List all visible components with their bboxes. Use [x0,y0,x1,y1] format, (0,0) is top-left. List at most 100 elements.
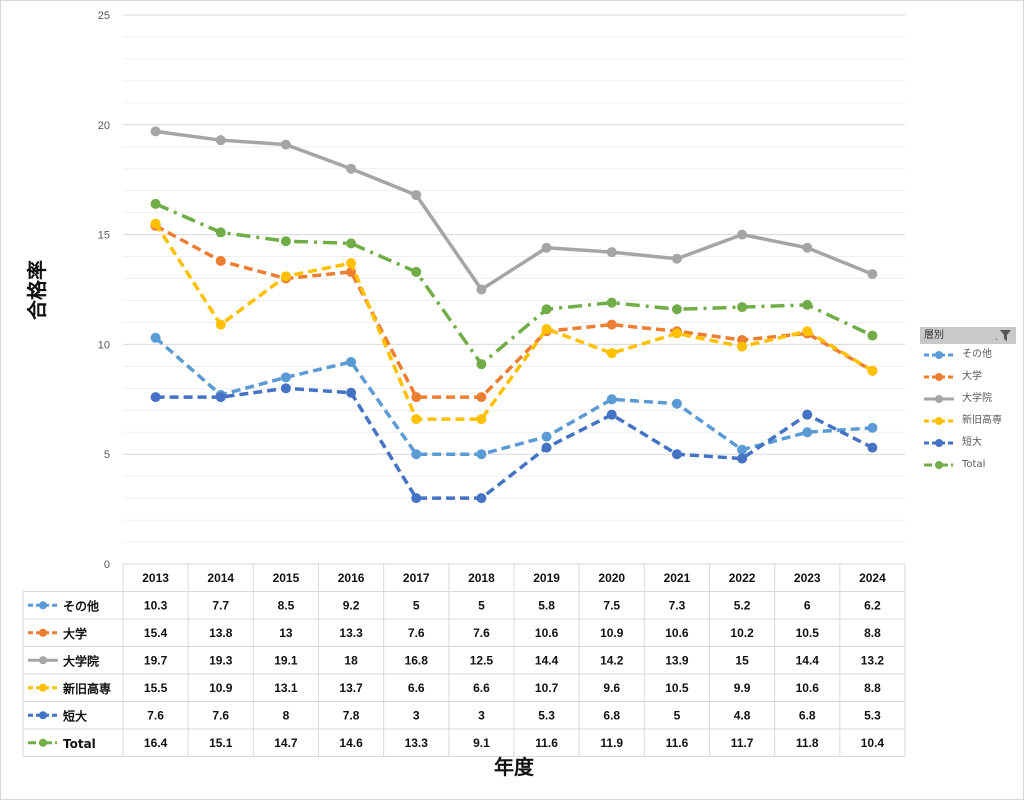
data-point [737,453,748,464]
legend-label: 大学院 [962,393,992,404]
table-cell: 9.6 [603,681,620,695]
table-legend-key [28,628,58,637]
data-point [737,229,748,240]
table-cell: 5.3 [538,708,555,722]
data-point [606,348,617,359]
table-cell: 6.6 [473,681,490,695]
table-legend-key [28,683,58,692]
legend-item[interactable]: 短大 [920,432,1016,454]
data-point [476,359,487,370]
data-point [802,299,813,310]
series-line-4 [155,386,874,500]
table-cell: 10.9 [209,681,233,695]
table-cell: 19.3 [209,653,233,667]
table-cell: 5 [413,598,420,612]
table-cell: 8 [283,708,290,722]
legend-header[interactable]: 層別 . [920,327,1016,344]
series-line-0 [154,336,873,456]
data-point [150,126,161,137]
data-point [280,236,291,247]
data-point [737,302,748,313]
table-cell: 8.5 [278,598,295,612]
table-cell: 14.4 [796,653,820,667]
table-cell: 6.8 [799,708,816,722]
data-point [671,328,682,339]
table-cell: 14.4 [535,653,559,667]
table-cell: 5 [478,598,485,612]
table-row-label: 大学院 [63,653,99,668]
table-cell: 10.5 [796,626,820,640]
data-point [476,284,487,295]
data-point [476,392,487,403]
data-point [346,258,357,269]
table-cell: 7.5 [603,598,620,612]
legend: 層別 . その他 大学大学院新旧高専短大 Total [920,327,1016,476]
table-cell: 14.7 [274,736,298,750]
data-point [802,242,813,253]
x-tick-label: 2023 [794,571,821,585]
data-point [867,442,878,453]
y-tick-label: 20 [98,120,110,132]
data-point [606,297,617,308]
data-point [150,218,161,229]
table-cell: 5.2 [734,598,751,612]
legend-item[interactable]: 大学 [920,366,1016,388]
table-cell: 14.6 [339,736,363,750]
data-point [476,414,487,425]
y-axis-title: 合格率 [25,260,49,320]
filter-icon[interactable]: . [995,329,1013,347]
data-point [215,255,226,266]
table-cell: 13.2 [861,653,885,667]
table-cell: 16.8 [405,653,429,667]
x-tick-label: 2014 [207,571,234,585]
data-point [541,442,552,453]
table-cell: 13.1 [274,681,298,695]
data-point [411,266,422,277]
legend-key [924,439,954,447]
x-tick-label: 2020 [598,571,625,585]
table-cell: 19.7 [144,653,168,667]
data-point [411,414,422,425]
table-cell: 3 [478,708,485,722]
data-point [150,332,161,343]
data-point [737,444,748,455]
table-cell: 7.8 [343,708,360,722]
data-point [215,135,226,146]
legend-label: 短大 [962,437,982,448]
data-point [802,326,813,337]
legend-label: 新旧高専 [962,415,1002,426]
data-point [476,493,487,504]
data-point [346,387,357,398]
x-tick-label: 2019 [533,571,560,585]
data-point [737,341,748,352]
data-point [867,269,878,280]
series-line-5 [154,202,874,366]
table-cell: 7.6 [408,626,425,640]
legend-item[interactable]: Total [920,454,1016,476]
data-point [671,398,682,409]
table-cell: 5 [674,708,681,722]
table-cell: 10.9 [600,626,624,640]
data-point [150,198,161,209]
table-cell: 4.8 [734,708,751,722]
table-cell: 10.6 [535,626,559,640]
legend-item[interactable]: 新旧高専 [920,410,1016,432]
x-tick-label: 2015 [273,571,300,585]
data-point [541,242,552,253]
data-point [802,409,813,420]
data-point [476,449,487,460]
y-tick-label: 5 [104,449,110,461]
data-point [411,190,422,201]
x-tick-label: 2021 [664,571,691,585]
legend-item[interactable]: 大学院 [920,388,1016,410]
table-cell: 15 [735,653,749,667]
table-cell: 6 [804,598,811,612]
table-cell: 11.7 [731,736,754,750]
data-point [606,247,617,258]
table-cell: 12.5 [470,653,494,667]
x-tick-label: 2016 [338,571,365,585]
table-cell: 15.1 [209,736,233,750]
legend-item[interactable]: その他 [920,344,1016,366]
table-cell: 9.2 [343,598,360,612]
